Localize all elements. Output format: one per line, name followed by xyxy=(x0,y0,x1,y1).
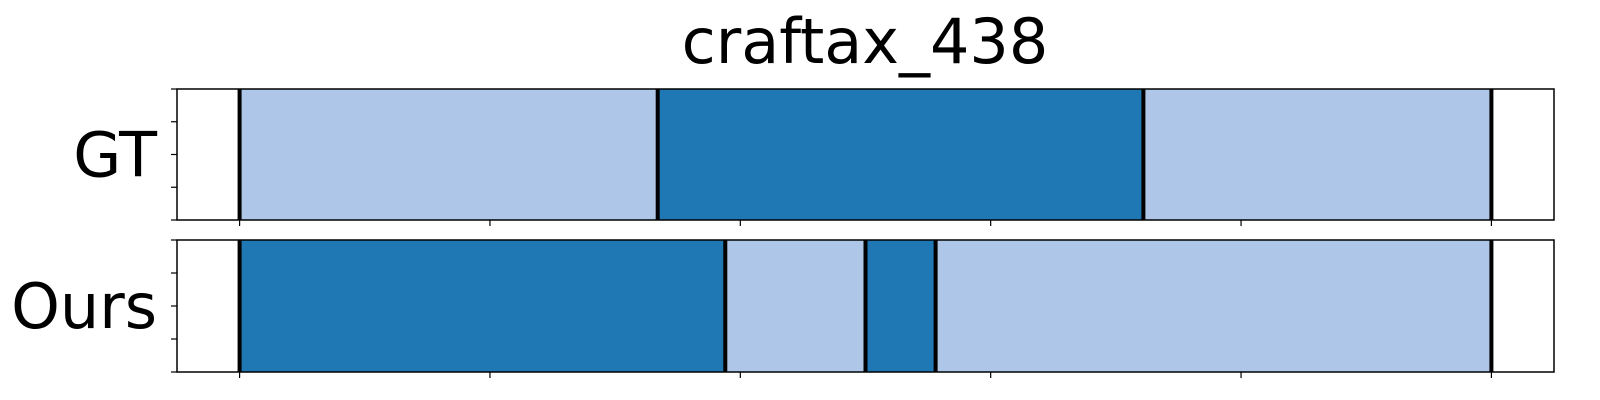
row-label-gt: GT xyxy=(73,119,158,192)
panel-gt: GT xyxy=(73,88,1555,226)
ours-segment-1 xyxy=(725,240,866,372)
gt-ticks xyxy=(171,88,1493,226)
ours-boundaries xyxy=(237,240,1494,372)
gt-segment-2 xyxy=(1143,89,1492,220)
ours-segment-0 xyxy=(239,240,726,372)
ours-segment-3 xyxy=(935,240,1492,372)
ours-ticks xyxy=(171,239,1493,378)
row-label-ours: Ours xyxy=(11,270,157,343)
chart-title: craftax_438 xyxy=(682,5,1049,78)
gt-boundaries xyxy=(237,89,1494,220)
ours-segments xyxy=(239,240,1492,372)
panel-ours: Ours xyxy=(11,239,1555,378)
gt-segments xyxy=(239,89,1492,220)
gt-segment-1 xyxy=(657,89,1144,220)
gt-segment-0 xyxy=(239,89,658,220)
ours-segment-2 xyxy=(865,240,936,372)
